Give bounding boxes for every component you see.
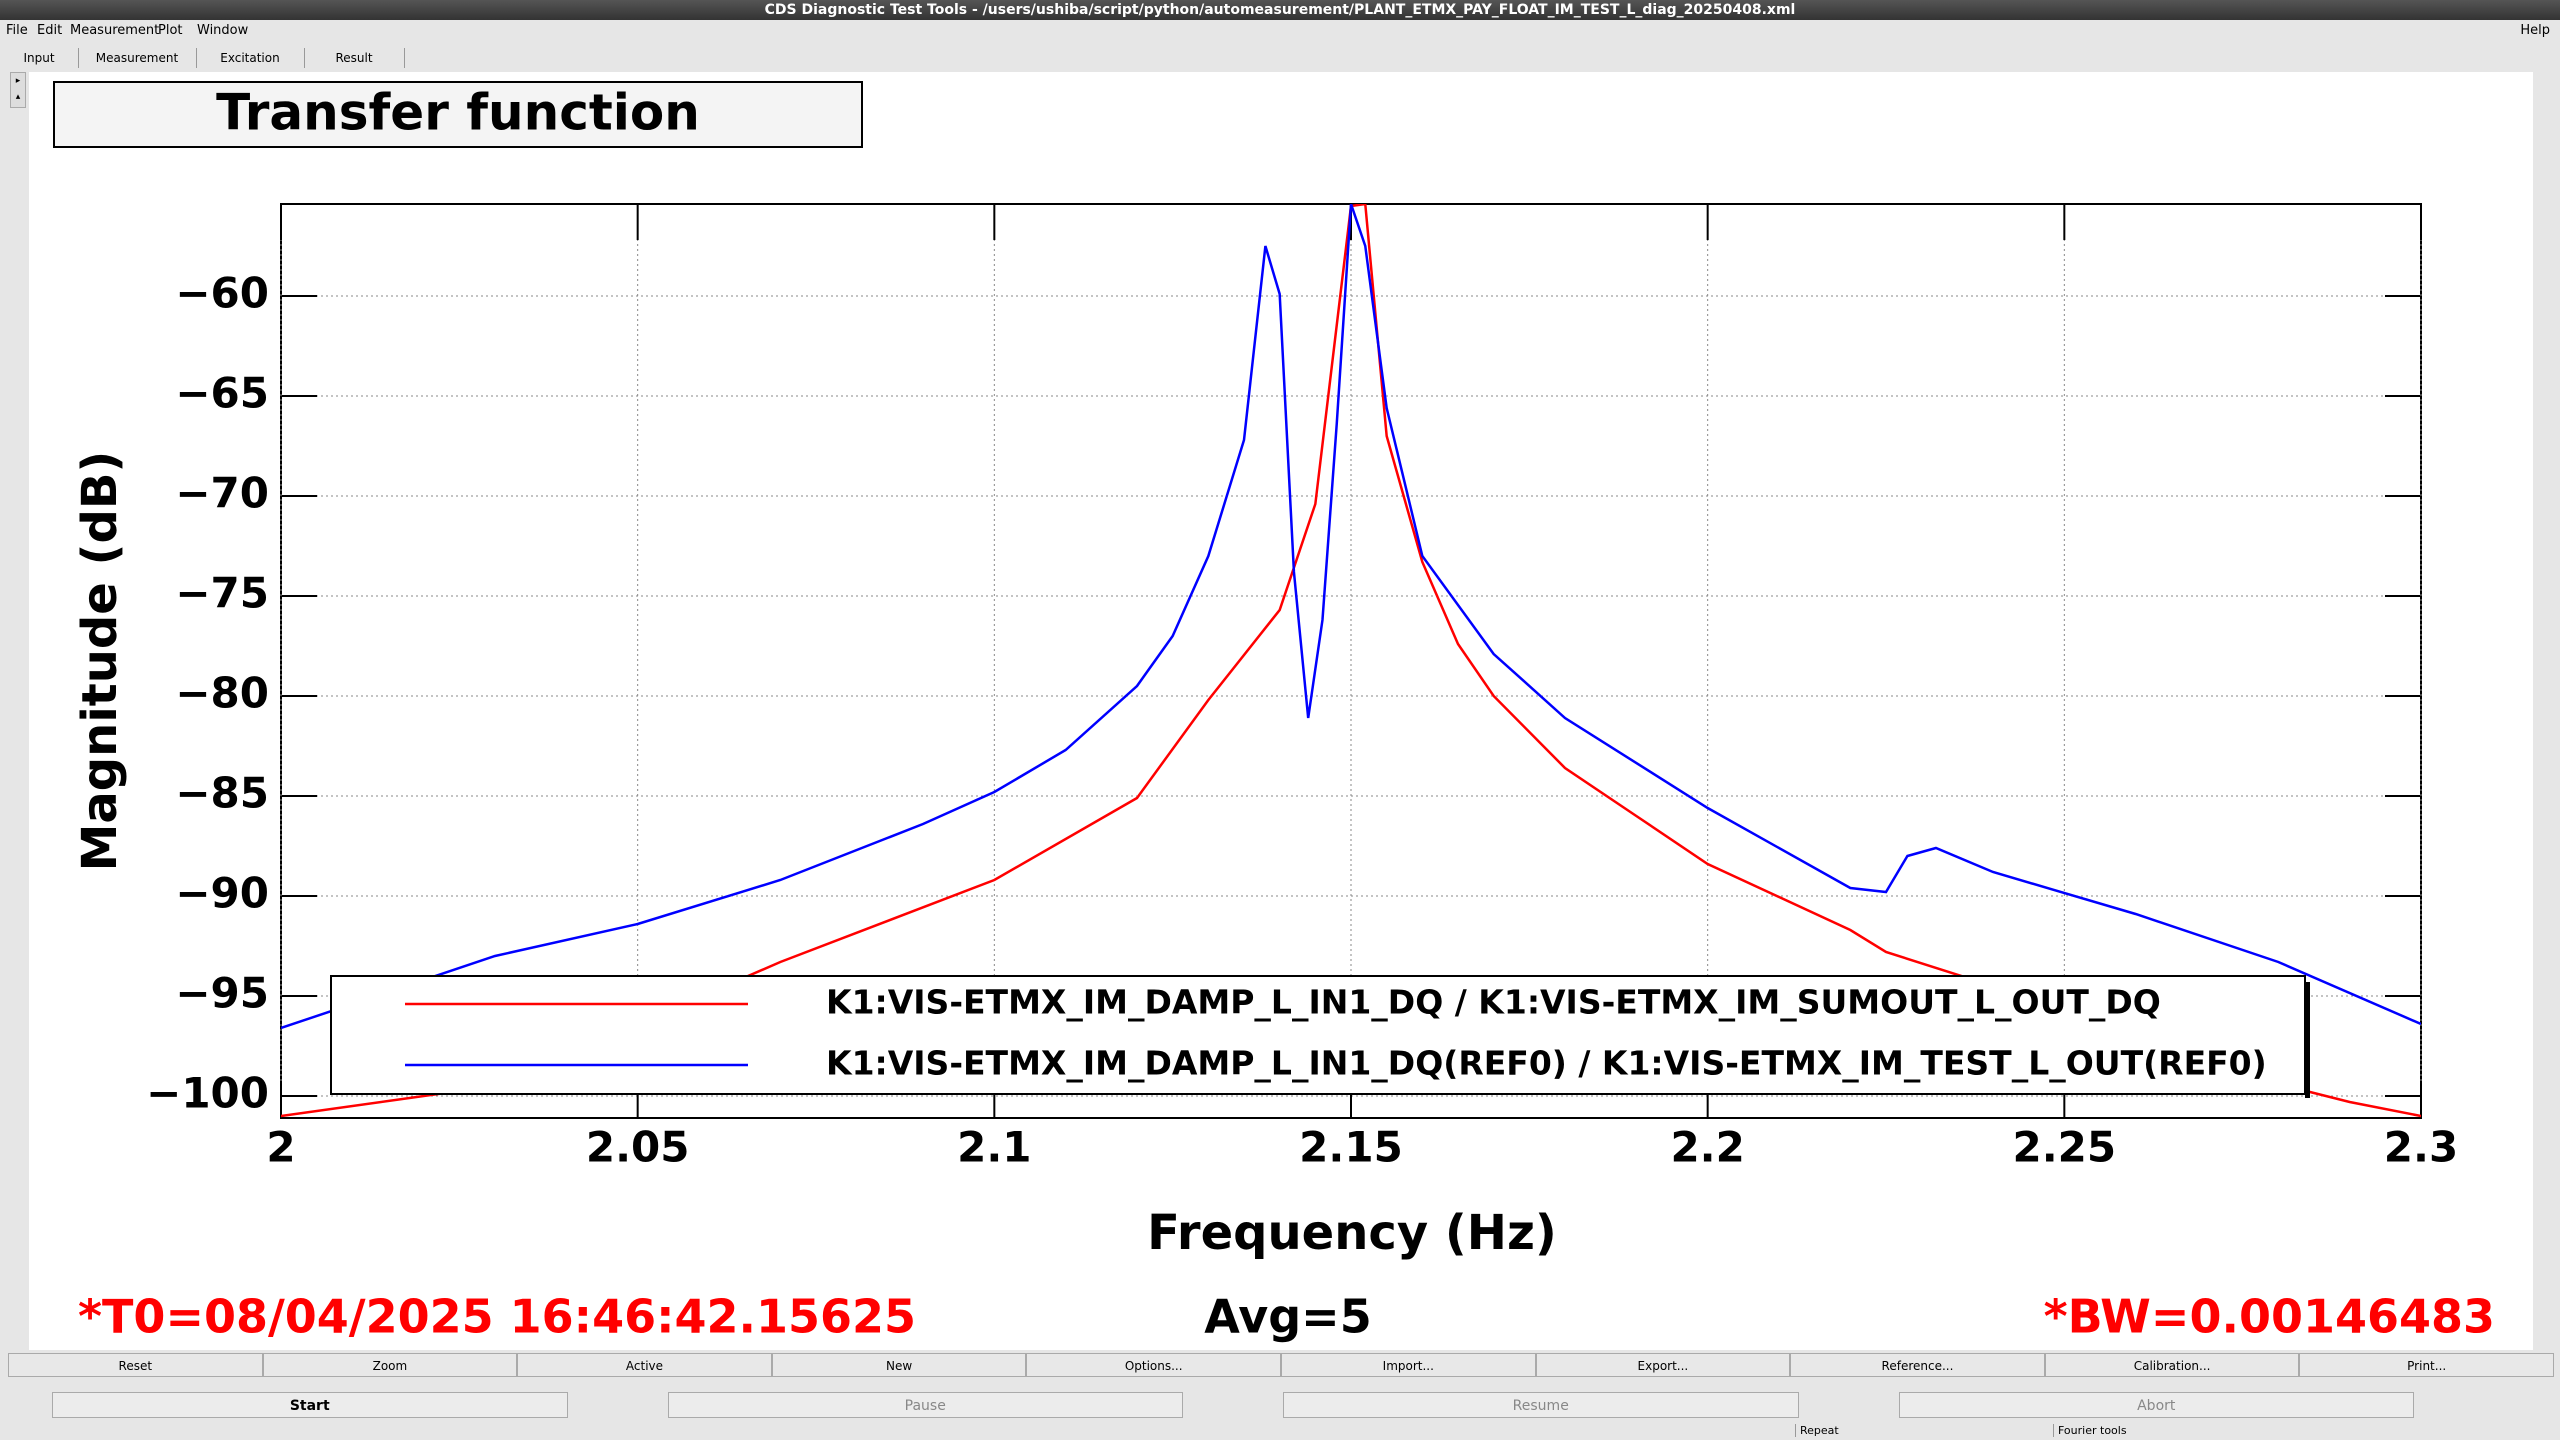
control-button[interactable]: Resume — [1283, 1392, 1799, 1418]
title-box — [53, 81, 863, 148]
menu-item[interactable]: Edit — [37, 23, 63, 38]
tab[interactable]: Input — [0, 48, 79, 68]
legend-shadow — [2305, 982, 2310, 1098]
button[interactable]: Reference... — [1790, 1353, 2045, 1377]
y-axis-label: Magnitude (dB) — [72, 451, 128, 872]
control-row: Start Pause Resume Abort — [48, 1392, 2510, 1420]
window-title: CDS Diagnostic Test Tools - /users/ushib… — [0, 0, 2560, 20]
legend-box — [330, 975, 2306, 1095]
menu-item[interactable]: Help — [2520, 23, 2550, 38]
menu-item[interactable]: Window — [197, 23, 249, 38]
button[interactable]: Print... — [2299, 1353, 2554, 1377]
button[interactable]: Reset — [8, 1353, 263, 1377]
y-tick-label: −75 — [175, 569, 269, 618]
button[interactable]: Export... — [1535, 1353, 1791, 1377]
y-tick-label: −100 — [146, 1069, 269, 1118]
x-tick-label: 2.15 — [1299, 1123, 1403, 1172]
y-tick-label: −85 — [175, 769, 269, 818]
x-tick-label: 2 — [266, 1123, 295, 1172]
control-button[interactable]: Pause — [667, 1392, 1183, 1418]
menu-item[interactable]: Measurement — [70, 23, 160, 38]
x-tick-label: 2.1 — [957, 1123, 1031, 1172]
y-tick-label: −90 — [175, 869, 269, 918]
button[interactable]: Active — [517, 1353, 772, 1377]
button[interactable]: Import... — [1281, 1353, 1536, 1377]
status-field: Fourier tools — [2053, 1424, 2127, 1437]
chart: Transfer function Magnitude (dB) Frequen… — [53, 81, 2495, 1344]
x-tick-label: 2.25 — [2013, 1123, 2117, 1172]
status-field: Repeat — [1795, 1424, 1839, 1437]
avg-label: Avg=5 — [1204, 1290, 1371, 1344]
canvas — [29, 72, 2533, 1350]
button[interactable]: Calibration... — [2044, 1353, 2300, 1377]
button-row: Reset Zoom Active New Options... Import... Exp… — [8, 1353, 2554, 1379]
canvas-bg — [29, 72, 2533, 1350]
y-tick-label: −95 — [175, 969, 269, 1018]
menu-bar: File Edit Measurement Plot Window — [0, 20, 2560, 44]
menu-item[interactable]: Plot — [158, 23, 183, 38]
tab[interactable]: Measurement — [78, 48, 197, 68]
x-axis-label: Frequency (Hz) — [1147, 1205, 1557, 1261]
status-bar: Repeat Fourier tools — [0, 1422, 2560, 1440]
tab[interactable]: Excitation — [196, 48, 305, 68]
series-line — [281, 204, 2421, 1030]
control-button[interactable]: Abort — [1898, 1392, 2414, 1418]
control-button[interactable]: Start — [52, 1392, 568, 1418]
button[interactable]: Zoom — [262, 1353, 518, 1377]
tab[interactable]: Result — [304, 48, 405, 68]
scroll-arrows[interactable]: ▸ ▴ — [10, 72, 26, 108]
x-tick-label: 2.2 — [1670, 1123, 1744, 1172]
y-tick-label: −70 — [175, 469, 269, 518]
menu-item[interactable]: File — [6, 23, 28, 38]
tab-bar: Input Measurement Excitation Result — [0, 46, 405, 68]
y-tick-label: −65 — [175, 369, 269, 418]
chart-title: Transfer function — [216, 84, 700, 142]
y-tick-label: −80 — [175, 669, 269, 718]
x-tick-label: 2.05 — [586, 1123, 690, 1172]
legend-label: K1:VIS-ETMX_IM_DAMP_L_IN1_DQ(REF0) / K1:… — [826, 1044, 2267, 1083]
bw-label: *BW=0.00146483 — [2044, 1290, 2495, 1344]
x-tick-label: 2.3 — [2384, 1123, 2458, 1172]
button[interactable]: New — [771, 1353, 1027, 1377]
t0-label: *T0=08/04/2025 16:46:42.15625 — [78, 1290, 916, 1344]
y-tick-label: −60 — [175, 269, 269, 318]
legend-label: K1:VIS-ETMX_IM_DAMP_L_IN1_DQ / K1:VIS-ET… — [826, 983, 2161, 1022]
button[interactable]: Options... — [1026, 1353, 1281, 1377]
